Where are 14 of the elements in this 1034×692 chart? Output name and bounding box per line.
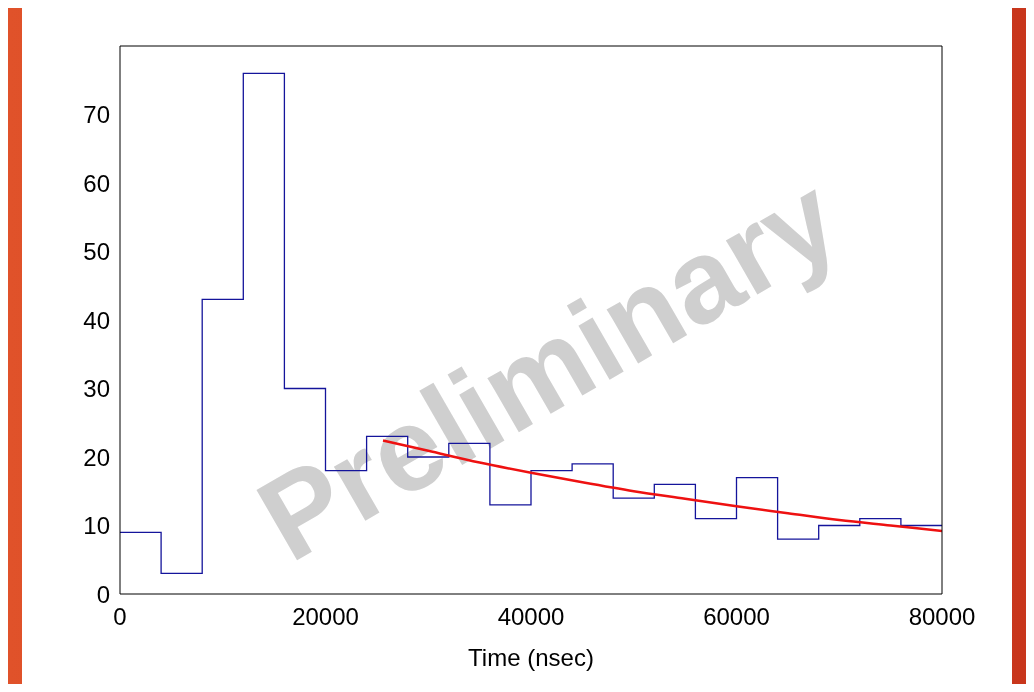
x-tick-label: 60000 [703, 603, 770, 631]
x-tick-label: 80000 [908, 603, 976, 631]
x-axis-title: Time (nsec) [468, 644, 594, 671]
y-tick-label: 30 [83, 375, 110, 403]
x-tick-label: 0 [113, 603, 127, 631]
x-tick-label: 40000 [497, 603, 565, 631]
y-tick-label: 20 [83, 443, 110, 471]
y-tick-label: 70 [83, 101, 110, 129]
x-tick-label: 20000 [292, 603, 359, 631]
y-tick-label: 0 [96, 580, 110, 608]
y-tick-label: 10 [83, 512, 110, 540]
y-tick-label: 50 [83, 238, 110, 266]
y-tick-label: 60 [83, 169, 110, 197]
y-tick-label: 40 [83, 306, 110, 334]
